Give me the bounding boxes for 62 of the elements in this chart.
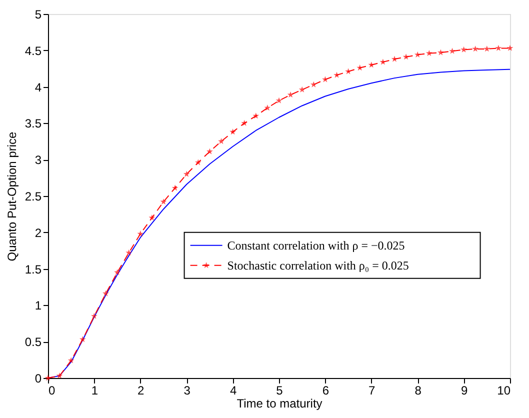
y-tick-label: 2 — [34, 226, 42, 240]
point — [402, 54, 410, 60]
point — [183, 170, 190, 177]
y-tick-label: 0 — [34, 372, 42, 386]
x-tick-label: 7 — [368, 384, 376, 398]
point — [356, 64, 364, 71]
point — [114, 269, 120, 276]
x-tick-label: 1 — [91, 384, 98, 398]
point — [334, 72, 340, 78]
point — [218, 138, 224, 144]
y-tick-label: 4.5 — [24, 44, 42, 58]
point — [194, 159, 202, 166]
point — [148, 214, 156, 221]
x-tick-label: 10 — [497, 384, 511, 398]
point — [368, 62, 375, 68]
point — [68, 357, 74, 364]
point — [56, 372, 63, 379]
x-tick-label: 6 — [322, 384, 330, 398]
legend-label: Stochastic correlation with ρ₀ = 0.025 — [227, 258, 409, 272]
point — [276, 97, 282, 104]
point — [137, 230, 144, 237]
point — [438, 49, 444, 56]
y-tick-label: 0.5 — [24, 335, 42, 350]
x-tick-label: 0 — [48, 384, 56, 398]
point — [206, 148, 213, 154]
point — [79, 336, 86, 342]
y-tick-label: 4 — [34, 80, 42, 94]
point — [298, 86, 306, 92]
point — [172, 184, 178, 191]
point — [230, 128, 236, 135]
point — [310, 81, 317, 88]
legend-label: Constant correlation with ρ = −0.025 — [227, 238, 405, 252]
x-tick-label: 8 — [414, 384, 422, 398]
y-tick-label: 1 — [34, 298, 42, 313]
point — [484, 46, 490, 52]
point — [126, 249, 132, 256]
y-tick-label: 5 — [34, 8, 42, 22]
point — [460, 46, 467, 52]
point — [449, 48, 456, 54]
y-axis-title: Quanto Put-Option price — [4, 131, 19, 262]
x-tick-label: 4 — [230, 384, 237, 398]
point — [472, 46, 479, 52]
x-tick-label: 9 — [460, 384, 468, 398]
point — [252, 112, 260, 119]
x-tick-label: 3 — [184, 384, 191, 398]
point — [495, 44, 502, 51]
point — [506, 44, 514, 51]
point — [102, 290, 109, 296]
point — [287, 91, 294, 98]
x-axis-title: Time to maturity — [236, 396, 322, 410]
x-tick-label: 2 — [138, 384, 145, 398]
y-tick-label: 1.5 — [24, 262, 42, 276]
point — [241, 120, 248, 126]
point — [91, 312, 98, 319]
point — [345, 68, 352, 74]
y-tick-label: 2.5 — [24, 190, 42, 204]
x-tick-label: 5 — [276, 384, 284, 398]
point — [391, 56, 398, 62]
y-tick-label: 3.5 — [24, 116, 42, 131]
point — [414, 51, 421, 58]
point — [264, 104, 271, 111]
y-tick-label: 3 — [34, 153, 42, 168]
